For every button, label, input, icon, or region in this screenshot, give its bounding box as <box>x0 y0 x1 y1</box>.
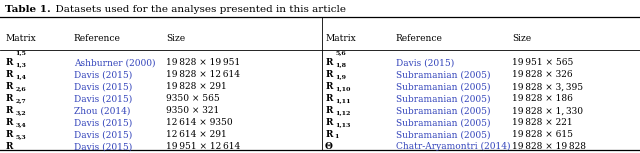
Text: 1,12: 1,12 <box>335 110 351 115</box>
Text: 19 828 × 3, 395: 19 828 × 3, 395 <box>512 82 583 91</box>
Text: R: R <box>5 106 13 115</box>
Text: Size: Size <box>166 34 186 43</box>
Text: Subramanian (2005): Subramanian (2005) <box>396 70 490 79</box>
Text: 19 951 × 565: 19 951 × 565 <box>512 58 573 67</box>
Text: 5,3: 5,3 <box>15 134 26 139</box>
Text: 19 828 × 615: 19 828 × 615 <box>512 130 573 139</box>
Text: R: R <box>5 118 13 127</box>
Text: Subramanian (2005): Subramanian (2005) <box>396 118 490 127</box>
Text: 1,5: 1,5 <box>15 50 26 55</box>
Text: R: R <box>5 58 13 67</box>
Text: Matrix: Matrix <box>325 34 356 43</box>
Text: R: R <box>325 82 333 91</box>
Text: Subramanian (2005): Subramanian (2005) <box>396 130 490 139</box>
Text: Θ: Θ <box>325 142 333 151</box>
Text: Reference: Reference <box>74 34 120 43</box>
Text: R: R <box>5 82 13 91</box>
Text: 1,13: 1,13 <box>335 122 351 127</box>
Text: 12 614 × 291: 12 614 × 291 <box>166 130 227 139</box>
Text: 19 828 × 186: 19 828 × 186 <box>512 94 573 103</box>
Text: 1,11: 1,11 <box>335 98 351 103</box>
Text: Zhou (2014): Zhou (2014) <box>74 106 130 115</box>
Text: 9350 × 321: 9350 × 321 <box>166 106 220 115</box>
Text: R: R <box>325 94 333 103</box>
Text: Davis (2015): Davis (2015) <box>74 94 132 103</box>
Text: Size: Size <box>512 34 531 43</box>
Text: R: R <box>5 94 13 103</box>
Text: 19 828 × 326: 19 828 × 326 <box>512 70 573 79</box>
Text: R: R <box>325 118 333 127</box>
Text: 5,6: 5,6 <box>335 50 346 55</box>
Text: Davis (2015): Davis (2015) <box>74 142 132 151</box>
Text: Subramanian (2005): Subramanian (2005) <box>396 106 490 115</box>
Text: Reference: Reference <box>396 34 442 43</box>
Text: 1,3: 1,3 <box>15 62 26 67</box>
Text: 3,4: 3,4 <box>15 122 26 127</box>
Text: R: R <box>325 130 333 139</box>
Text: Datasets used for the analyses presented in this article: Datasets used for the analyses presented… <box>49 5 346 14</box>
Text: 19 828 × 1, 330: 19 828 × 1, 330 <box>512 106 583 115</box>
Text: 1,4: 1,4 <box>15 74 26 79</box>
Text: 19 828 × 19 828: 19 828 × 19 828 <box>512 142 586 151</box>
Text: Davis (2015): Davis (2015) <box>74 118 132 127</box>
Text: 19 951 × 12 614: 19 951 × 12 614 <box>166 142 241 151</box>
Text: R: R <box>5 70 13 79</box>
Text: 19 828 × 291: 19 828 × 291 <box>166 82 227 91</box>
Text: 3,2: 3,2 <box>15 110 26 115</box>
Text: R: R <box>325 106 333 115</box>
Text: Subramanian (2005): Subramanian (2005) <box>396 94 490 103</box>
Text: 19 828 × 221: 19 828 × 221 <box>512 118 573 127</box>
Text: Chatr-Aryamontri (2014): Chatr-Aryamontri (2014) <box>396 142 510 151</box>
Text: 2,7: 2,7 <box>15 98 26 103</box>
Text: Davis (2015): Davis (2015) <box>74 82 132 91</box>
Text: R: R <box>5 130 13 139</box>
Text: 1,8: 1,8 <box>335 62 346 67</box>
Text: 2,6: 2,6 <box>15 86 26 91</box>
Text: 19 828 × 19 951: 19 828 × 19 951 <box>166 58 241 67</box>
Text: 1: 1 <box>334 134 339 139</box>
Text: 19 828 × 12 614: 19 828 × 12 614 <box>166 70 241 79</box>
Text: Subramanian (2005): Subramanian (2005) <box>396 82 490 91</box>
Text: Davis (2015): Davis (2015) <box>74 130 132 139</box>
Text: R: R <box>325 58 333 67</box>
Text: 1,10: 1,10 <box>335 86 351 91</box>
Text: R: R <box>5 142 13 151</box>
Text: 1,9: 1,9 <box>335 74 346 79</box>
Text: 9350 × 565: 9350 × 565 <box>166 94 220 103</box>
Text: R: R <box>325 70 333 79</box>
Text: Davis (2015): Davis (2015) <box>74 70 132 79</box>
Text: Table 1.: Table 1. <box>5 5 51 14</box>
Text: Ashburner (2000): Ashburner (2000) <box>74 58 155 67</box>
Text: Matrix: Matrix <box>5 34 36 43</box>
Text: 12 614 × 9350: 12 614 × 9350 <box>166 118 233 127</box>
Text: Davis (2015): Davis (2015) <box>396 58 454 67</box>
